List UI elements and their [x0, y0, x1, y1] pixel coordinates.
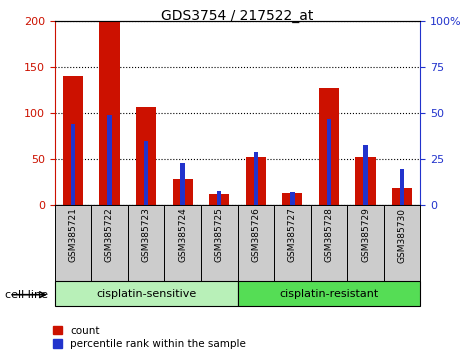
Bar: [384, 205, 420, 281]
Text: GSM385721: GSM385721: [68, 207, 77, 262]
Text: cisplatin-sensitive: cisplatin-sensitive: [96, 289, 196, 299]
Text: GSM385725: GSM385725: [215, 207, 224, 262]
Bar: [55, 281, 238, 306]
Bar: [201, 205, 238, 281]
Bar: [246, 158, 266, 205]
Text: cell line: cell line: [5, 290, 48, 299]
Bar: [180, 163, 185, 205]
Text: GSM385728: GSM385728: [324, 207, 333, 262]
Text: GSM385726: GSM385726: [251, 207, 260, 262]
Bar: [311, 205, 347, 281]
Bar: [144, 141, 148, 205]
Bar: [209, 194, 229, 205]
Bar: [164, 205, 201, 281]
Text: GDS3754 / 217522_at: GDS3754 / 217522_at: [162, 9, 314, 23]
Text: GSM385724: GSM385724: [178, 207, 187, 262]
Bar: [400, 169, 404, 205]
Bar: [71, 124, 75, 205]
Bar: [107, 115, 112, 205]
Bar: [282, 193, 303, 205]
Bar: [172, 179, 193, 205]
Bar: [99, 21, 120, 205]
Text: cisplatin-resistant: cisplatin-resistant: [279, 289, 379, 299]
Text: GSM385722: GSM385722: [105, 207, 114, 262]
Bar: [91, 205, 128, 281]
Bar: [290, 193, 294, 205]
Bar: [319, 88, 339, 205]
Bar: [63, 76, 83, 205]
Text: GSM385727: GSM385727: [288, 207, 297, 262]
Bar: [327, 119, 331, 205]
Legend: count, percentile rank within the sample: count, percentile rank within the sample: [53, 326, 247, 349]
Bar: [217, 190, 221, 205]
Bar: [274, 205, 311, 281]
Text: GSM385723: GSM385723: [142, 207, 151, 262]
Text: GSM385729: GSM385729: [361, 207, 370, 262]
Bar: [355, 158, 376, 205]
Bar: [238, 281, 420, 306]
Bar: [392, 188, 412, 205]
Bar: [55, 205, 91, 281]
Bar: [128, 205, 164, 281]
Bar: [254, 152, 258, 205]
Bar: [238, 205, 274, 281]
Bar: [347, 205, 384, 281]
Text: GSM385730: GSM385730: [398, 207, 407, 263]
Bar: [363, 144, 368, 205]
Bar: [136, 107, 156, 205]
